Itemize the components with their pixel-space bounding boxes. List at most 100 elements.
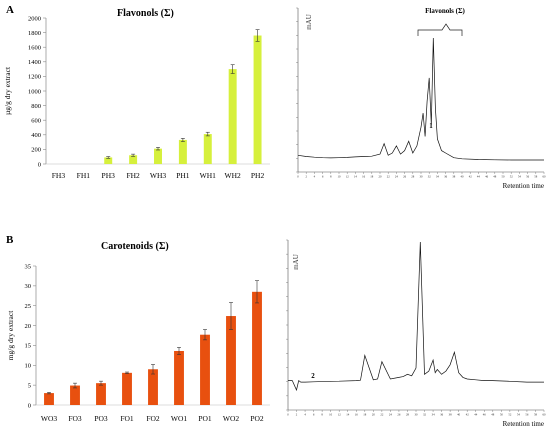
flavonols-bar-bar bbox=[104, 157, 113, 164]
carotenoids-chromatogram-x-tick-label: 10 bbox=[329, 413, 333, 417]
flavonols-chromatogram-x-tick-label: 16 bbox=[362, 175, 366, 179]
carotenoids-chromatogram-trace bbox=[288, 241, 544, 392]
carotenoids-chromatogram-x-tick-label: 40 bbox=[457, 413, 461, 417]
flavonols-bar-y-tick-label: 1200 bbox=[28, 74, 41, 81]
carotenoids-chromatogram-x-tick-label: 12 bbox=[338, 413, 342, 417]
flavonols-chromatogram-x-tick-label: 40 bbox=[461, 175, 465, 179]
flavonols-bar-y-tick-label: 1400 bbox=[28, 59, 41, 66]
carotenoids-chromatogram-x-tick-label: 36 bbox=[440, 413, 444, 417]
flavonols-bar-category-label: WH2 bbox=[225, 171, 241, 180]
carotenoids-bar-y-tick-label: 10 bbox=[25, 363, 32, 370]
panel-label-a: A bbox=[6, 4, 14, 16]
carotenoids-bar-category-label: FO1 bbox=[120, 414, 134, 423]
flavonols-chromatogram-x-tick-label: 26 bbox=[403, 175, 407, 179]
carotenoids-bar-category-label: WO3 bbox=[41, 414, 57, 423]
flavonols-chromatogram-x-tick-label: 24 bbox=[395, 175, 399, 179]
flavonols-chromatogram-x-tick-label: 60 bbox=[543, 175, 547, 179]
carotenoids-chromatogram-x-tick-label: 14 bbox=[346, 413, 350, 417]
flavonols-chromatogram-x-tick-label: 56 bbox=[526, 175, 530, 179]
flavonols-chromatogram-x-tick-label: 0 bbox=[297, 175, 299, 179]
flavonols-bar-category-label: PH2 bbox=[251, 171, 265, 180]
flavonols-bar-y-tick-label: 1800 bbox=[28, 30, 41, 37]
carotenoids-bar-y-tick-label: 35 bbox=[25, 263, 32, 270]
carotenoids-chromatogram-x-tick-label: 46 bbox=[483, 413, 487, 417]
flavonols-bar-bar bbox=[228, 69, 237, 164]
carotenoids-chromatogram-x-tick-label: 16 bbox=[355, 413, 359, 417]
flavonols-chromatogram-x-tick-label: 28 bbox=[411, 175, 415, 179]
carotenoids-chromatogram-x-tick-label: 26 bbox=[397, 413, 401, 417]
flavonols-chromatogram-x-tick-label: 20 bbox=[379, 175, 383, 179]
carotenoids-chromatogram-x-tick-label: 24 bbox=[389, 413, 393, 417]
carotenoids-chromatogram-x-tick-label: 48 bbox=[491, 413, 495, 417]
carotenoids-chromatogram-x-tick-label: 2 bbox=[296, 413, 298, 417]
carotenoids-chromatogram-x-tick-label: 30 bbox=[415, 413, 419, 417]
flavonols-chromatogram-x-tick-label: 12 bbox=[346, 175, 350, 179]
flavonols-chromatogram-x-tick-label: 8 bbox=[330, 175, 332, 179]
flavonols-bar-y-axis-label: µg/g dry extract bbox=[3, 66, 12, 115]
flavonols-chromatogram-title: Flavonols (Σ) bbox=[425, 7, 465, 15]
flavonols-bar-y-tick-label: 2000 bbox=[28, 15, 41, 22]
flavonols-chromatogram-x-tick-label: 46 bbox=[485, 175, 489, 179]
flavonols-chromatogram-y-axis-label: mAU bbox=[305, 14, 313, 30]
carotenoids-bar-bar bbox=[226, 316, 236, 405]
flavonols-chromatogram-bracket bbox=[417, 23, 463, 36]
carotenoids-chromatogram-x-tick-label: 44 bbox=[474, 413, 478, 417]
carotenoids-chromatogram-x-tick-label: 6 bbox=[313, 413, 315, 417]
flavonols-chromatogram-x-tick-label: 2 bbox=[305, 175, 307, 179]
carotenoids-chromatogram-peak-label: 2 bbox=[311, 372, 315, 380]
carotenoids-bar-y-tick-label: 0 bbox=[28, 402, 31, 409]
flavonols-bar-category-label: FH1 bbox=[77, 171, 91, 180]
flavonols-bar-y-tick-label: 1000 bbox=[28, 88, 41, 95]
flavonols-bar-bar bbox=[178, 139, 187, 164]
flavonols-chromatogram-x-tick-label: 6 bbox=[322, 175, 324, 179]
carotenoids-bar-category-label: WO1 bbox=[171, 414, 187, 423]
flavonols-bar-y-tick-label: 600 bbox=[31, 118, 41, 125]
carotenoids-bar-category-label: PO3 bbox=[94, 414, 108, 423]
flavonols-chromatogram-x-tick-label: 30 bbox=[420, 175, 424, 179]
flavonols-bar-y-tick-label: 1600 bbox=[28, 45, 41, 52]
carotenoids-bar-bar bbox=[44, 393, 54, 405]
flavonols-chromatogram-x-tick-label: 34 bbox=[436, 175, 440, 179]
carotenoids-chromatogram-x-tick-label: 22 bbox=[380, 413, 384, 417]
flavonols-chromatogram-x-tick-label: 42 bbox=[469, 175, 473, 179]
flavonols-bar-category-label: FH3 bbox=[52, 171, 66, 180]
carotenoids-chromatogram-x-tick-label: 54 bbox=[517, 413, 521, 417]
flavonols-chromatogram-x-tick-label: 48 bbox=[493, 175, 497, 179]
carotenoids-bar-category-label: FO2 bbox=[146, 414, 160, 423]
flavonols-bar-y-tick-label: 800 bbox=[31, 103, 41, 110]
flavonols-chromatogram-peak-label: 1 bbox=[429, 122, 433, 130]
flavonols-chromatogram-x-axis-label: Retention time bbox=[503, 182, 544, 190]
carotenoids-bar-bar bbox=[122, 372, 132, 405]
carotenoids-bar-y-tick-label: 30 bbox=[25, 283, 32, 290]
flavonols-chromatogram-x-tick-label: 4 bbox=[314, 175, 316, 179]
flavonols-chromatogram-x-tick-label: 10 bbox=[338, 175, 342, 179]
flavonols-chromatogram-x-tick-label: 32 bbox=[428, 175, 432, 179]
carotenoids-bar-y-tick-label: 25 bbox=[25, 303, 32, 310]
flavonols-bar-title: Flavonols (Σ) bbox=[117, 8, 174, 19]
flavonols-chromatogram-x-tick-label: 18 bbox=[370, 175, 374, 179]
carotenoids-chromatogram-x-tick-label: 42 bbox=[466, 413, 470, 417]
carotenoids-bar-bar bbox=[70, 385, 80, 405]
flavonols-chromatogram-x-tick-label: 38 bbox=[452, 175, 456, 179]
flavonols-bar-category-label: WH1 bbox=[200, 171, 216, 180]
flavonols-bar-y-tick-label: 200 bbox=[31, 147, 41, 154]
carotenoids-bar-category-label: PO1 bbox=[198, 414, 212, 423]
flavonols-chromatogram-x-tick-label: 58 bbox=[534, 175, 538, 179]
carotenoids-chromatogram-x-tick-label: 4 bbox=[304, 413, 306, 417]
flavonols-bar-y-tick-label: 0 bbox=[38, 161, 41, 168]
carotenoids-chromatogram-x-tick-label: 52 bbox=[508, 413, 512, 417]
flavonols-chromatogram-x-tick-label: 36 bbox=[444, 175, 448, 179]
flavonols-bar-category-label: PH1 bbox=[176, 171, 190, 180]
carotenoids-chromatogram-x-tick-label: 50 bbox=[500, 413, 504, 417]
carotenoids-bar-bar bbox=[200, 334, 210, 405]
carotenoids-chromatogram-x-tick-label: 28 bbox=[406, 413, 410, 417]
carotenoids-chromatogram-x-tick-label: 60 bbox=[543, 413, 547, 417]
carotenoids-chromatogram-y-axis-label: mAU bbox=[292, 254, 300, 270]
carotenoids-bar-y-tick-label: 5 bbox=[28, 382, 31, 389]
flavonols-bar-y-tick-label: 400 bbox=[31, 132, 41, 139]
flavonols-bar-bar bbox=[203, 134, 212, 164]
carotenoids-bar-category-label: WO2 bbox=[223, 414, 239, 423]
carotenoids-bar-title: Carotenoids (Σ) bbox=[101, 241, 169, 252]
carotenoids-bar-bar bbox=[252, 291, 262, 405]
carotenoids-bar-bar bbox=[148, 369, 158, 405]
